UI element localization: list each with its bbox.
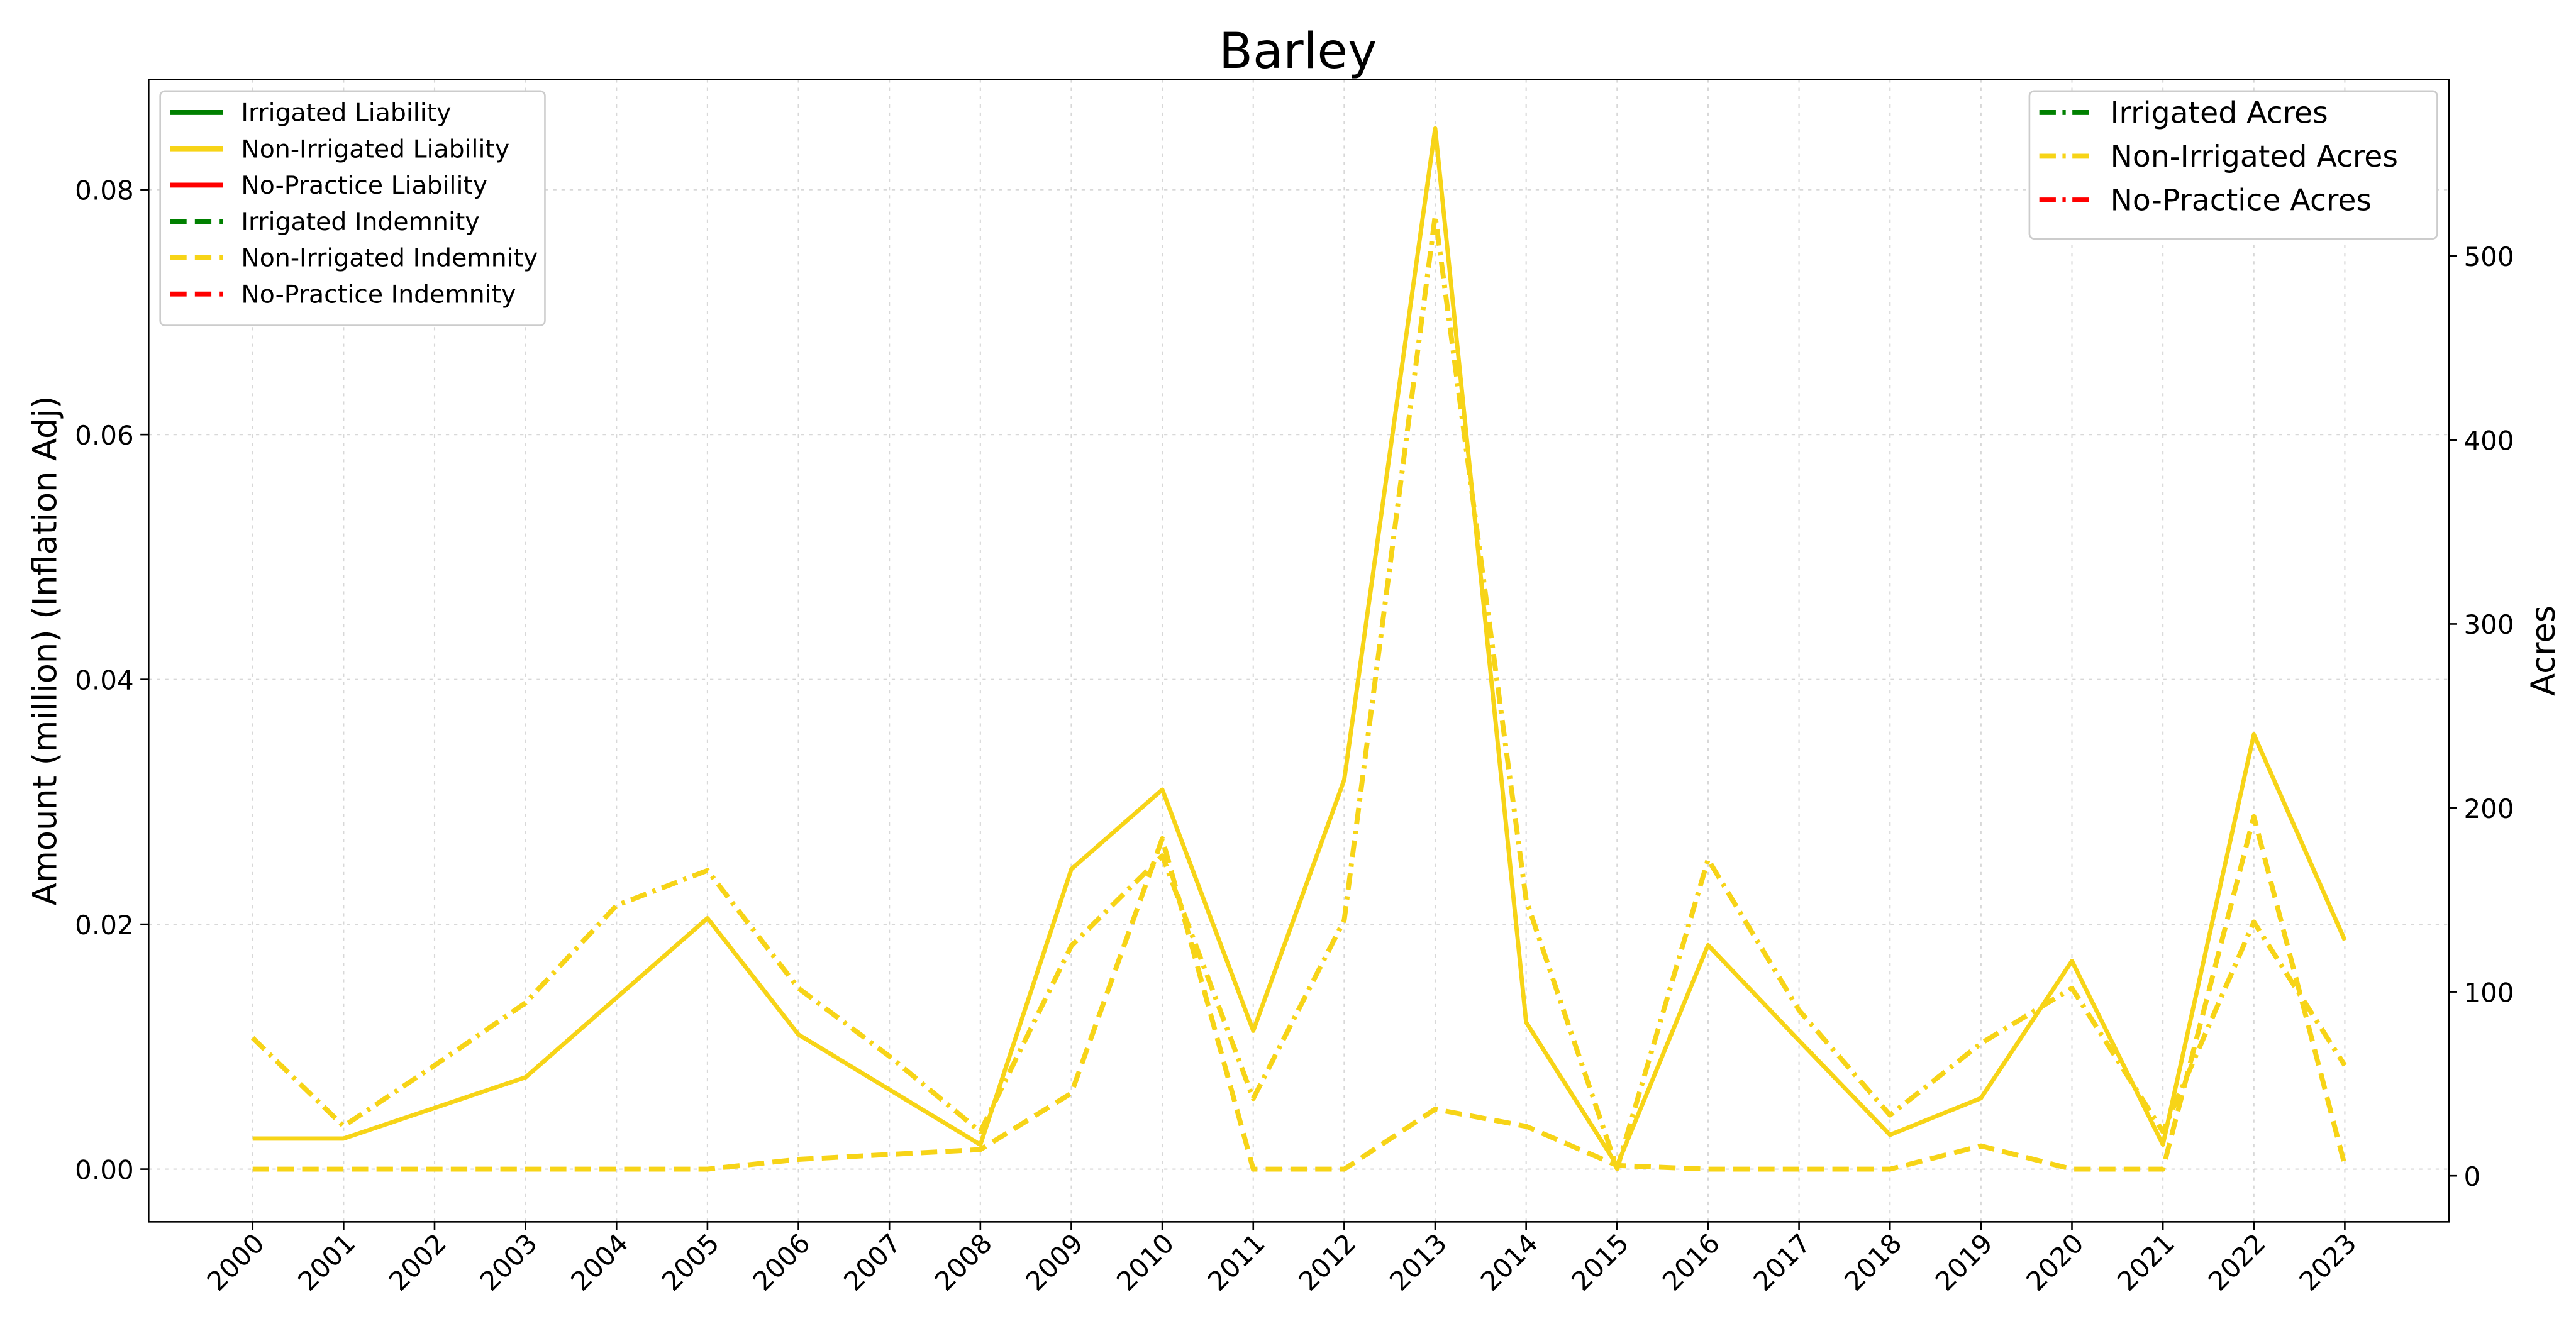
series-line bbox=[252, 814, 2348, 1172]
y-tick-label: 0.00 bbox=[75, 1154, 134, 1185]
y-axis-label: Amount (million) (Inflation Adj) bbox=[26, 396, 64, 906]
y-tick-label: 0.02 bbox=[75, 910, 134, 941]
y-tick-label: 0.08 bbox=[75, 175, 134, 206]
chart-title: Barley bbox=[1219, 22, 1377, 80]
y2-axis-label: Acres bbox=[2524, 605, 2563, 696]
series-line bbox=[250, 213, 2347, 1171]
legend-label: Non-Irrigated Acres bbox=[2111, 140, 2398, 174]
y2-tick-label: 300 bbox=[2463, 609, 2514, 640]
legend-label: Irrigated Acres bbox=[2111, 96, 2328, 130]
legend-box bbox=[159, 90, 546, 326]
legend-box bbox=[2028, 90, 2438, 240]
y2-tick-label: 400 bbox=[2463, 426, 2514, 456]
legend-label: Irrigated Indemnity bbox=[241, 207, 479, 236]
legend: Irrigated Liability Non-Irrigated Liabili… bbox=[159, 90, 546, 326]
legend-label: Non-Irrigated Indemnity bbox=[241, 244, 538, 273]
legend-label: No-Practice Acres bbox=[2111, 184, 2372, 218]
legend: Irrigated Acres Non-Irrigated Acres No-Pra… bbox=[2028, 90, 2438, 240]
y-tick-label: 0.04 bbox=[75, 665, 134, 695]
y2-tick-label: 100 bbox=[2463, 977, 2514, 1008]
legend-label: Non-Irrigated Liability bbox=[241, 135, 509, 163]
y-tick-label: 0.06 bbox=[75, 420, 134, 451]
plot-frame bbox=[147, 79, 2450, 1223]
y2-tick-label: 200 bbox=[2463, 793, 2514, 824]
legend-label: No-Practice Indemnity bbox=[241, 280, 516, 309]
y2-tick-label: 0 bbox=[2463, 1161, 2480, 1192]
series-line bbox=[252, 126, 2347, 1168]
legend-label: Irrigated Liability bbox=[241, 99, 451, 128]
y2-tick-label: 500 bbox=[2463, 241, 2514, 272]
legend-label: No-Practice Liability bbox=[241, 171, 487, 200]
